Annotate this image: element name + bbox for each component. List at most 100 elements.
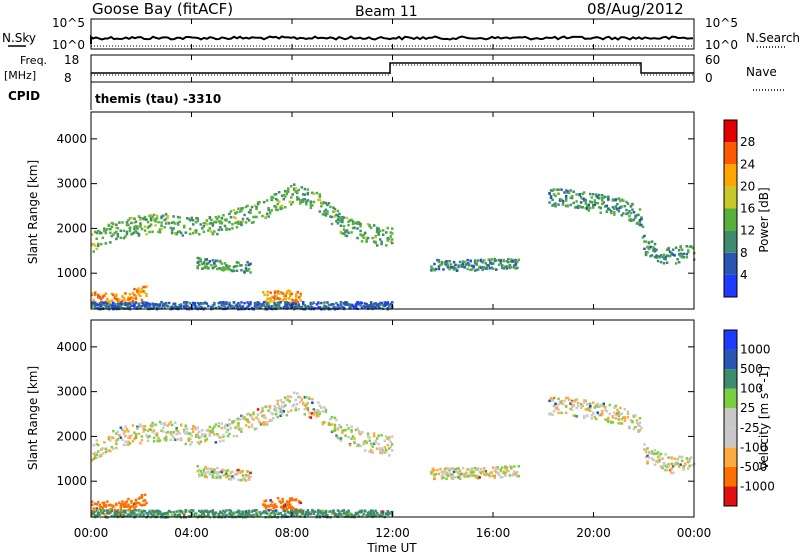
range-gate-cell — [255, 427, 258, 430]
range-gate-cell — [280, 194, 284, 198]
range-gate-cell — [658, 256, 661, 259]
range-gate-cell — [490, 266, 493, 269]
range-gate-cell — [157, 220, 160, 224]
range-gate-cell — [344, 434, 347, 437]
range-gate-cell — [662, 257, 666, 260]
range-gate-cell — [601, 413, 604, 416]
range-gate-cell — [92, 444, 95, 447]
range-gate-cell — [216, 472, 219, 476]
velocity-colorbar-segment — [724, 388, 737, 409]
range-gate-cell — [196, 217, 199, 220]
range-gate-cell — [320, 201, 323, 205]
range-gate-cell — [100, 509, 103, 512]
range-gate-cell — [187, 437, 190, 440]
range-gate-cell — [440, 477, 444, 480]
range-gate-cell — [584, 408, 587, 411]
range-gate-cell — [582, 199, 586, 202]
range-gate-cell — [306, 513, 310, 517]
range-gate-cell — [374, 509, 377, 513]
range-gate-cell — [268, 212, 272, 215]
range-gate-cell — [558, 400, 562, 404]
range-gate-cell — [680, 255, 684, 259]
range-gate-cell — [312, 413, 316, 416]
range-gate-cell — [208, 429, 212, 433]
range-gate-cell — [305, 403, 308, 406]
range-gate-cell — [255, 207, 258, 211]
range-gate-cell — [303, 193, 307, 196]
range-gate-cell — [598, 206, 601, 209]
range-gate-cell — [470, 268, 474, 271]
range-gate-cell — [483, 473, 486, 476]
range-gate-cell — [607, 197, 610, 201]
range-gate-cell — [112, 436, 115, 440]
range-gate-cell — [143, 499, 147, 502]
range-gate-cell — [109, 231, 112, 235]
range-gate-cell — [290, 306, 293, 310]
range-gate-cell — [286, 292, 289, 295]
range-gate-cell — [103, 294, 106, 297]
range-gate-cell — [330, 222, 334, 226]
range-gate-cell — [294, 509, 297, 513]
range-gate-cell — [229, 509, 233, 513]
range-gate-cell — [91, 233, 94, 236]
range-gate-cell — [270, 197, 273, 201]
range-gate-cell — [262, 414, 266, 417]
range-gate-cell — [253, 427, 257, 431]
range-gate-cell — [133, 437, 136, 441]
range-gate-cell — [192, 219, 195, 222]
range-gate-cell — [238, 210, 242, 213]
range-gate-cell — [160, 300, 163, 304]
range-gate-cell — [229, 477, 233, 481]
range-gate-cell — [259, 513, 263, 516]
range-gate-cell — [134, 436, 138, 439]
range-gate-cell — [128, 514, 132, 517]
range-gate-cell — [128, 227, 132, 230]
range-gate-cell — [151, 304, 154, 307]
range-gate-cell — [186, 217, 189, 220]
range-gate-cell — [388, 436, 391, 439]
range-gate-cell — [172, 220, 175, 224]
range-gate-cell — [517, 258, 521, 262]
range-gate-cell — [104, 504, 108, 507]
range-gate-cell — [282, 509, 285, 513]
nave-right-tick-hi: 60 — [705, 53, 720, 67]
range-gate-cell — [283, 505, 286, 508]
range-gate-cell — [510, 266, 513, 269]
range-gate-cell — [122, 236, 126, 240]
range-gate-cell — [587, 205, 590, 208]
range-gate-cell — [616, 203, 619, 206]
range-gate-cell — [98, 230, 101, 234]
range-gate-cell — [106, 300, 109, 304]
range-gate-cell — [246, 204, 249, 208]
range-gate-cell — [146, 515, 150, 518]
range-gate-cell — [318, 510, 322, 513]
range-gate-cell — [680, 459, 684, 463]
range-gate-cell — [570, 399, 574, 403]
range-gate-cell — [454, 475, 457, 479]
range-gate-cell — [330, 423, 334, 426]
range-gate-cell — [213, 301, 216, 305]
range-gate-cell — [371, 445, 374, 448]
range-gate-cell — [267, 405, 270, 408]
range-gate-cell — [152, 305, 156, 309]
range-gate-cell — [169, 438, 172, 442]
range-gate-cell — [195, 513, 198, 517]
range-gate-cell — [142, 513, 145, 516]
range-gate-cell — [632, 427, 636, 431]
velocity-colorbar-segment — [724, 369, 737, 389]
range-gate-cell — [505, 467, 509, 471]
range-gate-cell — [336, 509, 340, 512]
range-gate-cell — [284, 294, 287, 298]
range-gate-cell — [161, 302, 165, 305]
range-gate-cell — [592, 411, 595, 414]
range-gate-cell — [289, 290, 292, 293]
range-gate-cell — [386, 437, 389, 440]
range-gate-cell — [107, 511, 111, 514]
range-gate-cell — [560, 402, 563, 405]
range-gate-cell — [134, 295, 138, 298]
range-gate-cell — [100, 454, 103, 457]
range-gate-cell — [247, 478, 251, 481]
range-gate-cell — [202, 261, 206, 264]
range-gate-cell — [161, 214, 165, 217]
range-gate-cell — [222, 513, 225, 516]
